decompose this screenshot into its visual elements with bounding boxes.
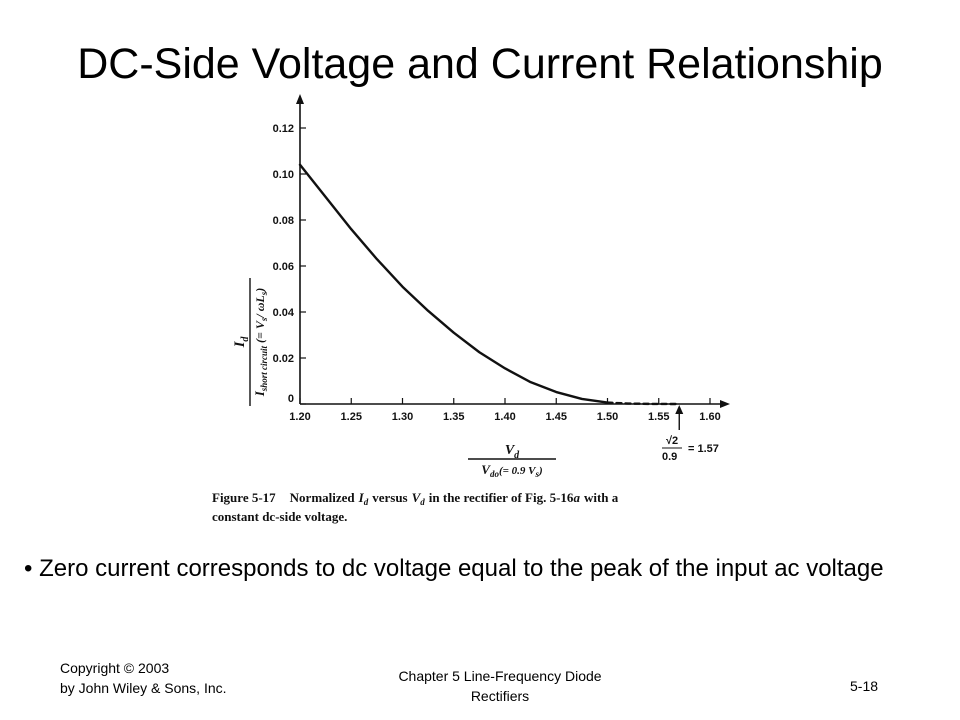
annotation-arrow-head (675, 405, 684, 414)
y-tick-label: 0 (288, 393, 294, 405)
xlabel-denominator-close: ) (538, 465, 543, 477)
x-tick-label: 1.60 (699, 411, 720, 423)
ylabel-note-mid: / ωL (253, 295, 267, 318)
x-tick-label: 1.45 (546, 411, 567, 423)
xlabel-numerator-sub: d (514, 450, 520, 461)
bullet-point: • Zero current corresponds to dc voltage… (24, 552, 934, 586)
footer-chapter: Chapter 5 Line-Frequency Diode Rectifier… (360, 666, 640, 706)
svg-text:Vd: Vd (505, 443, 520, 461)
x-axis-label: Vd Vdo(= 0.9 Vs) (468, 443, 556, 479)
x-tick-label: 1.30 (392, 411, 413, 423)
xlabel-denominator-note: (= 0.9 V (499, 465, 537, 477)
x-tick-label: 1.25 (341, 411, 362, 423)
xlabel-denominator-note-sub: s (535, 469, 540, 479)
footer-page-number: 5-18 (850, 678, 879, 694)
chapter-line1: Chapter 5 Line-Frequency Diode (398, 668, 602, 684)
bullet-text: Zero current corresponds to dc voltage e… (39, 555, 884, 582)
annotation-denominator: 0.9 (662, 451, 677, 463)
x-tick-label: 1.40 (494, 411, 515, 423)
slide-title: DC-Side Voltage and Current Relationship (77, 40, 883, 88)
id-vs-vd-chart: 0 0.02 0.04 0.06 0.08 0.10 0.12 1.20 1.25 1.30 1.3… (212, 94, 730, 524)
ylabel-note-sub2: s (259, 291, 269, 296)
ylabel-numerator-sub: d (240, 336, 251, 342)
caption-text-b: versus (372, 490, 407, 505)
caption-vd-sub: d (420, 497, 425, 507)
ylabel-note-sub: s (259, 317, 269, 322)
y-tick-label: 0.08 (273, 215, 294, 227)
caption-id: I (358, 490, 365, 505)
y-tick-label: 0.12 (273, 123, 294, 135)
caption-text-c: in the rectifier of Fig. 5-16 (429, 490, 574, 505)
ylabel-denominator: I (252, 390, 267, 397)
caption-vd: V (412, 490, 422, 505)
copyright-line2: by John Wiley & Sons, Inc. (60, 680, 227, 696)
peak-annotation: √2 0.9 = 1.57 (662, 405, 719, 463)
xlabel-denominator-sub: do (490, 469, 500, 479)
caption-line2: constant dc-side voltage. (212, 509, 347, 524)
bullet-marker: • (24, 555, 33, 582)
ylabel-denominator-sub: short circuit (259, 345, 269, 392)
y-tick-label: 0.02 (273, 353, 294, 365)
copyright-line1: Copyright © 2003 (60, 660, 170, 676)
x-tick-label: 1.20 (289, 411, 310, 423)
figure-5-17: 0 0.02 0.04 0.06 0.08 0.10 0.12 1.20 1.25 1.30 1.3… (200, 88, 760, 540)
y-axis-arrow (296, 94, 304, 104)
xlabel-denominator: V (481, 462, 491, 477)
caption-label: Figure 5-17 (212, 490, 276, 505)
figure-caption: Figure 5-17 Normalized Id versus Vd in the re… (212, 490, 619, 524)
y-axis-label: Id Ishort circuit(= Vs/ ωLs) (232, 278, 269, 406)
svg-text:Ishort circuit(= Vs/ ωLs): Ishort circuit(= Vs/ ωLs) (252, 288, 269, 398)
x-tick-label: 1.55 (648, 411, 669, 423)
annotation-equals: = 1.57 (688, 443, 719, 455)
caption-text-d: with a (584, 490, 619, 505)
caption-id-sub: d (364, 497, 369, 507)
x-tick-label: 1.35 (443, 411, 464, 423)
svg-text:Id: Id (232, 336, 251, 349)
svg-text:Vdo(= 0.9 Vs): Vdo(= 0.9 Vs) (481, 462, 542, 479)
curve-dashed-segment (606, 401, 681, 406)
caption-text-a-italic: a (573, 490, 580, 505)
x-axis-arrow (720, 400, 730, 408)
ylabel-note-close: ) (253, 288, 267, 293)
footer-copyright: Copyright © 2003 by John Wiley & Sons, I… (60, 658, 227, 698)
xlabel-numerator: V (505, 443, 516, 458)
annotation-radical: √2 (666, 435, 678, 447)
y-tick-label: 0.06 (273, 261, 294, 273)
curve-solid-segment (298, 163, 609, 404)
caption-text-a: Normalized (290, 490, 356, 505)
y-tick-label: 0.10 (273, 169, 294, 181)
x-tick-label: 1.50 (597, 411, 618, 423)
y-tick-label: 0.04 (273, 307, 295, 319)
ylabel-numerator: I (232, 340, 248, 348)
ylabel-note: (= V (253, 320, 267, 343)
chapter-line2: Rectifiers (470, 688, 530, 704)
